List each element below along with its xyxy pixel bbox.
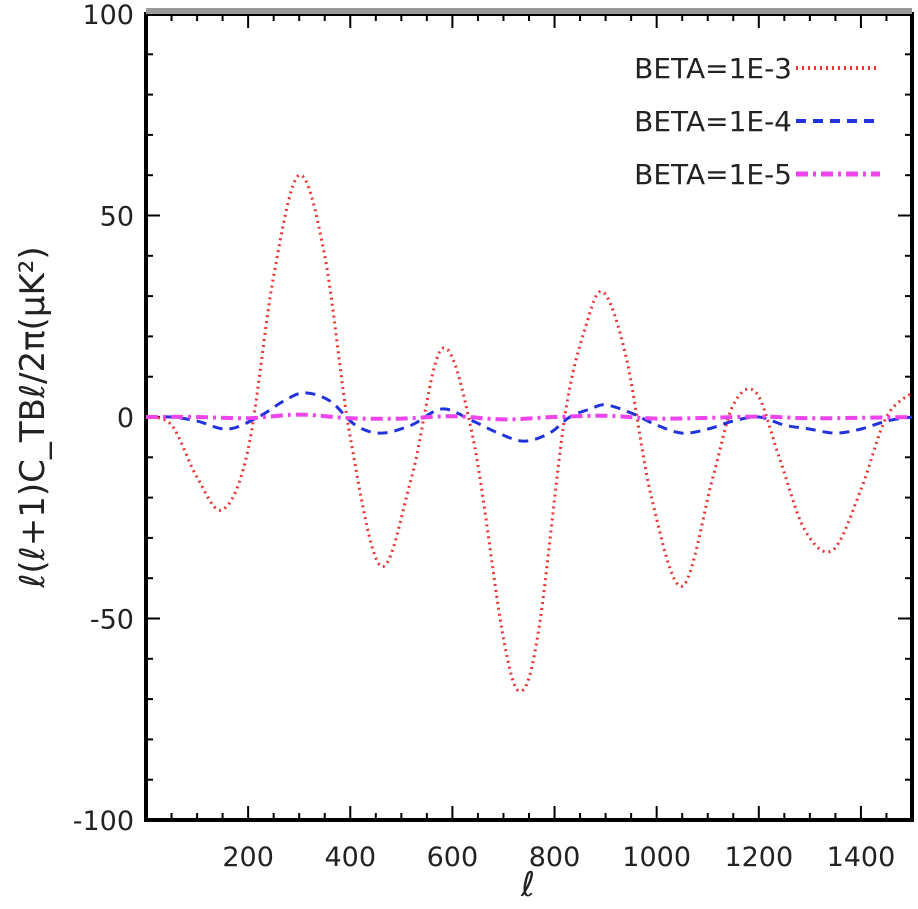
y-tick-label: 0 [117,403,134,434]
y-axis-title: ℓ(ℓ+1)C_TBℓ/2π(μK²) [13,246,53,588]
ticks: 200 400 600 800 1000 1200 1400 100 50 0 -50 -100 [73,0,912,873]
series-line-3 [145,412,913,422]
series-line-1 [145,173,914,693]
legend-label: BETA=1E-5 [634,158,792,191]
x-tick-label: 200 [222,842,274,873]
legend-label: BETA=1E-4 [634,105,792,138]
x-tick-label: 1400 [827,842,896,873]
x-tick-label: 400 [324,842,376,873]
x-axis-title: ℓ [520,865,535,905]
x-tick-label: 600 [427,842,479,873]
y-tick-label: -100 [73,806,134,837]
x-tick-label: 1200 [724,842,793,873]
x-tick-label: 800 [529,842,581,873]
top-border-shade [146,8,912,14]
y-tick-label: 100 [82,0,134,31]
legend-label: BETA=1E-3 [634,52,792,85]
series-layer [145,173,914,693]
y-tick-label: 50 [100,202,134,233]
x-tick-label: 1000 [622,842,691,873]
y-tick-label: -50 [90,605,134,636]
legend: BETA=1E-3 BETA=1E-4 BETA=1E-5 [634,52,880,191]
